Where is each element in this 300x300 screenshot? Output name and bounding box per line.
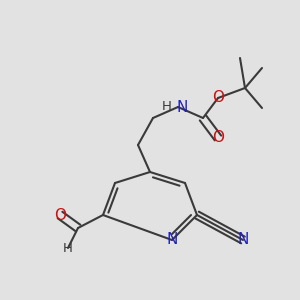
Text: N: N (166, 232, 178, 247)
Text: O: O (212, 130, 224, 146)
Text: H: H (63, 242, 73, 254)
Text: O: O (54, 208, 66, 223)
Text: N: N (177, 100, 188, 115)
Text: N: N (237, 232, 249, 247)
Text: O: O (212, 91, 224, 106)
Text: H: H (162, 100, 172, 113)
